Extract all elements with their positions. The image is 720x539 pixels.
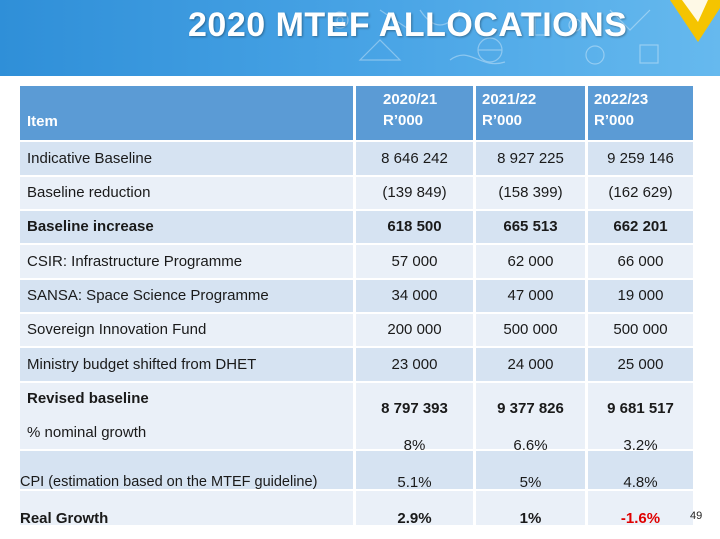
row-label: % nominal growth	[27, 424, 147, 441]
value-2022-23: 9 681 517	[607, 400, 674, 417]
row-label: Baseline increase	[27, 218, 154, 235]
table-row	[20, 211, 693, 243]
table-row	[20, 348, 693, 381]
value-2021-22: 8 927 225	[497, 150, 564, 167]
value-2020-21: 23 000	[391, 356, 438, 373]
table-row	[20, 245, 693, 278]
value-2021-22: 1%	[519, 510, 542, 527]
header-item-label: Item	[27, 113, 58, 130]
row-label: Ministry budget shifted from DHET	[27, 356, 257, 373]
value-2022-23: 9 259 146	[607, 150, 674, 167]
header-col-2021-year: 2021/22	[482, 91, 537, 108]
value-2022-23-negative: -1.6%	[620, 510, 661, 527]
table-row	[20, 383, 693, 449]
value-2022-23: 4.8%	[623, 474, 658, 491]
header-col-2022-unit: R’000	[594, 112, 635, 129]
value-2020-21: (139 849)	[382, 184, 447, 201]
value-2022-23: 662 201	[613, 218, 668, 235]
logo-chevron-icon	[670, 0, 720, 42]
column-divider	[353, 86, 356, 526]
value-2021-22: 5%	[519, 474, 542, 491]
value-2022-23: 66 000	[617, 253, 664, 270]
science-doodle-decoration	[331, 9, 659, 65]
header-item-cell: Item	[20, 86, 353, 140]
value-2020-21: 8%	[403, 437, 426, 454]
value-2021-22: 47 000	[507, 287, 554, 304]
page-title: 2020 MTEF ALLOCATIONS	[188, 6, 628, 44]
row-label: Revised baseline	[27, 390, 149, 407]
value-2020-21: 618 500	[387, 218, 442, 235]
value-2020-21: 8 797 393	[381, 400, 448, 417]
value-2021-22: 665 513	[503, 218, 558, 235]
header-col-2022: 2022/23 R’000	[588, 86, 693, 140]
value-2022-23: 3.2%	[623, 437, 658, 454]
value-2022-23: (162 629)	[608, 184, 673, 201]
header-col-2020-unit: R’000	[383, 112, 424, 129]
value-2022-23: 25 000	[617, 356, 664, 373]
value-2020-21: 5.1%	[397, 474, 432, 491]
row-label: Real Growth	[20, 510, 109, 527]
column-divider	[585, 86, 588, 526]
value-2020-21: 8 646 242	[381, 150, 448, 167]
value-2021-22: 24 000	[507, 356, 554, 373]
row-label: Sovereign Innovation Fund	[27, 321, 207, 338]
table-row	[20, 451, 693, 489]
value-2021-22: 9 377 826	[497, 400, 564, 417]
value-2022-23: 19 000	[617, 287, 664, 304]
value-2020-21: 2.9%	[397, 510, 432, 527]
header-col-2021: 2021/22 R’000	[476, 86, 585, 140]
value-2021-22: 500 000	[503, 321, 558, 338]
page-number: 49	[690, 510, 703, 522]
column-divider	[473, 86, 476, 526]
row-label: CPI (estimation based on the MTEF guidel…	[20, 474, 318, 490]
value-2021-22: (158 399)	[498, 184, 563, 201]
value-2020-21: 200 000	[387, 321, 442, 338]
value-2020-21: 57 000	[391, 253, 438, 270]
value-2022-23: 500 000	[613, 321, 668, 338]
table-row	[20, 280, 693, 312]
table-row	[20, 314, 693, 346]
row-label: Baseline reduction	[27, 184, 151, 201]
value-2021-22: 6.6%	[513, 437, 548, 454]
table-row	[20, 491, 693, 525]
header-col-2022-year: 2022/23	[594, 91, 649, 108]
row-label: CSIR: Infrastructure Programme	[27, 253, 243, 270]
value-2021-22: 62 000	[507, 253, 554, 270]
table-row	[20, 142, 693, 175]
header-col-2021-unit: R’000	[482, 112, 523, 129]
header-col-2020-year: 2020/21	[383, 91, 438, 108]
row-label: Indicative Baseline	[27, 150, 153, 167]
title-banner: 2020 MTEF ALLOCATIONS	[0, 0, 720, 76]
header-col-2020: 2020/21 R’000	[356, 86, 473, 140]
table-row	[20, 177, 693, 209]
value-2020-21: 34 000	[391, 287, 438, 304]
row-label: SANSA: Space Science Programme	[27, 287, 269, 304]
